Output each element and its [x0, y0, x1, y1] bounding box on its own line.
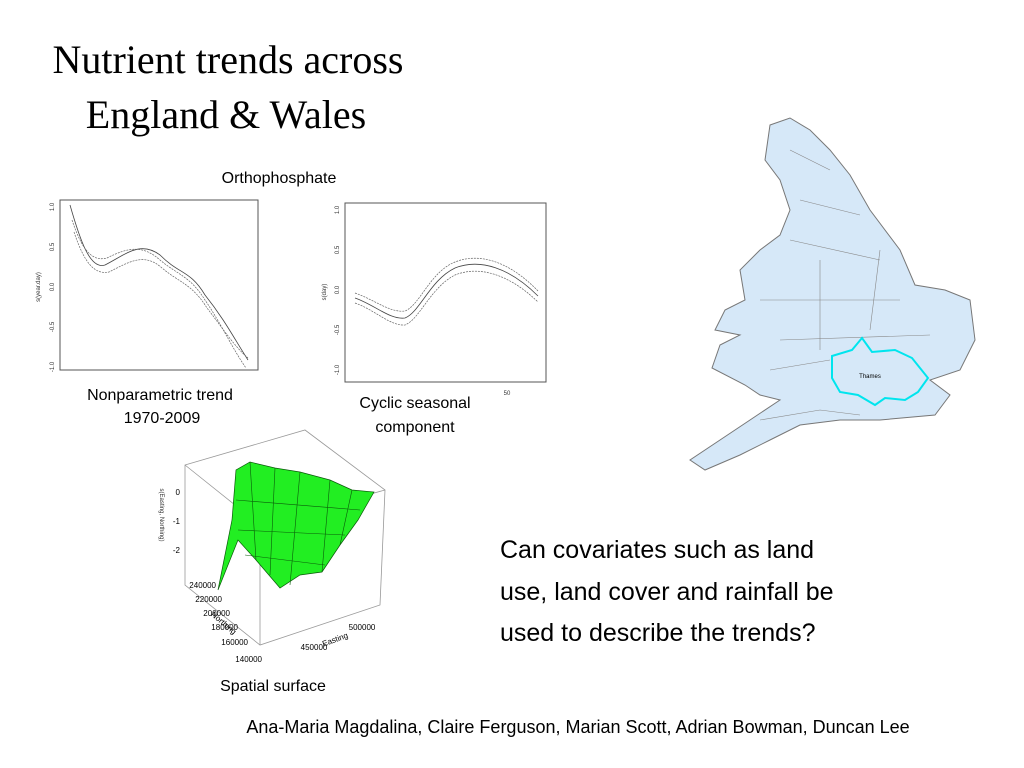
thames-outline — [831, 336, 930, 407]
y-tick-label: 0.5 — [50, 242, 56, 251]
caption: Spatial surface — [220, 678, 326, 695]
y-tick-label: 240000 — [189, 581, 216, 590]
caption: component — [375, 419, 455, 436]
curve-band — [354, 258, 539, 312]
y-tick-label: -0.5 — [50, 321, 56, 332]
question-line: Can covariates such as land — [500, 536, 814, 564]
z-tick-label: -1 — [173, 517, 181, 526]
y-tick-label: 1.0 — [335, 205, 341, 214]
map: Thames — [689, 117, 976, 471]
y-tick-label: 140000 — [235, 655, 262, 664]
surface-mesh — [235, 461, 361, 586]
y-label: s(day) — [322, 284, 328, 301]
y-tick-label: 200000 — [203, 609, 230, 618]
x-tick-label: 500000 — [349, 623, 376, 632]
question-line: use, land cover and rainfall be — [500, 578, 834, 606]
title-line: Nutrient trends across — [52, 37, 403, 82]
y-tick-label: 0.0 — [335, 285, 341, 294]
curve-band — [71, 219, 247, 369]
title-line: England & Wales — [86, 92, 366, 137]
question-line: used to describe the trends? — [500, 619, 815, 647]
z-tick-label: -2 — [173, 546, 181, 555]
y-tick-label: -0.5 — [335, 324, 341, 335]
y-tick-label: 1.0 — [50, 202, 56, 211]
y-tick-label: 180000 — [211, 623, 238, 632]
curve-band — [73, 231, 249, 359]
map-label: Thames — [859, 374, 881, 380]
x-tick-label: 50 — [504, 391, 511, 397]
y-label: s(year.day) — [36, 272, 42, 302]
caption: Cyclic seasonal — [359, 395, 470, 412]
y-tick-label: -1.0 — [50, 361, 56, 372]
land — [689, 117, 976, 471]
authors: Ana-Maria Magdalina, Claire Ferguson, Ma… — [246, 717, 909, 737]
catchment-borders — [759, 149, 931, 421]
z-tick-label: 0 — [176, 488, 181, 497]
curve — [354, 263, 539, 319]
y-tick-label: 0.0 — [50, 282, 56, 291]
plot-frame — [59, 199, 259, 371]
seasonal-plot: s(day) 1.0 0.5 0.0 -0.5 -1.0 50 Cyclic s… — [322, 202, 547, 436]
caption: Nonparametric trend — [87, 387, 233, 404]
trend-plot: s(year.day) 1.0 0.5 0.0 -0.5 -1.0 Nonpar… — [36, 199, 259, 427]
figure-title: Orthophosphate — [222, 170, 337, 187]
y-tick-label: 0.5 — [335, 245, 341, 254]
curve-band — [354, 270, 539, 326]
z-label: s(Easting, Northing) — [158, 488, 164, 541]
caption: 1970-2009 — [124, 410, 201, 427]
curve — [69, 204, 249, 361]
surface-plot: s(Easting, Northing) 0 -1 -2 240000 2200… — [158, 429, 386, 695]
y-tick-label: -1.0 — [335, 364, 341, 375]
y-tick-label: 220000 — [195, 595, 222, 604]
y-tick-label: 160000 — [221, 638, 248, 647]
surface — [217, 461, 375, 591]
x-tick-label: 450000 — [301, 643, 328, 652]
